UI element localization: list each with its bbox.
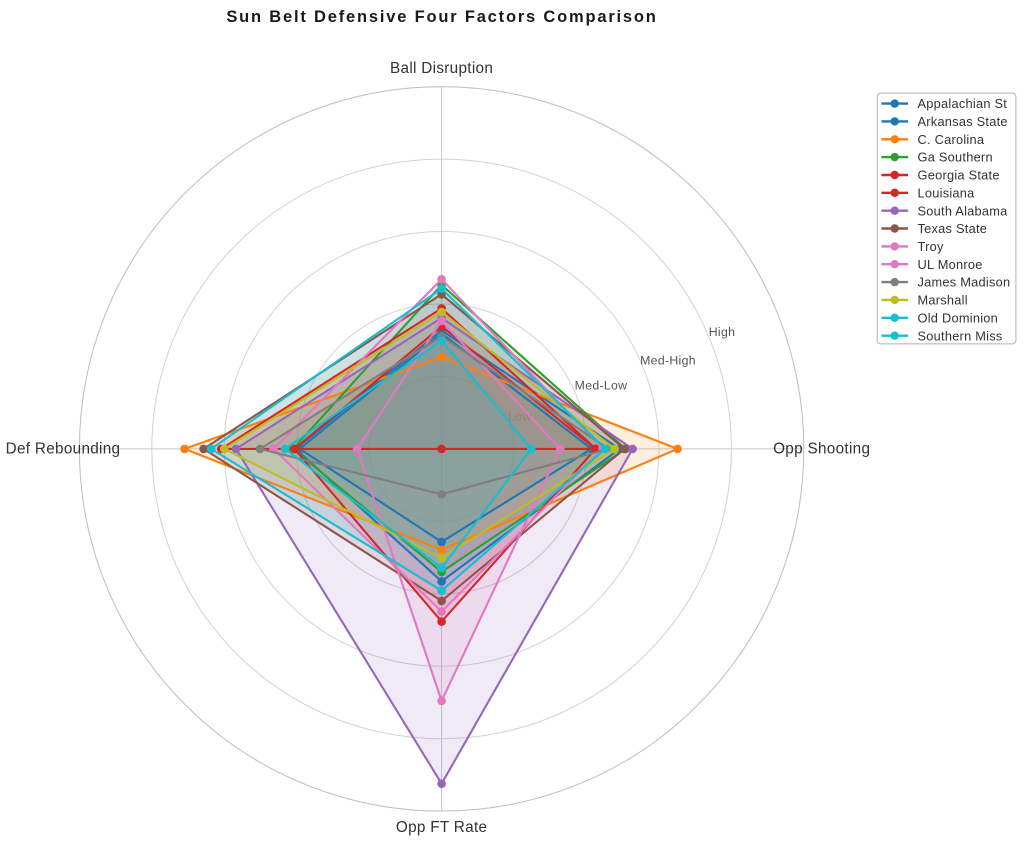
svg-text:Arkansas State: Arkansas State	[918, 114, 1008, 129]
svg-text:Troy: Troy	[918, 239, 944, 254]
svg-text:Def Rebounding: Def Rebounding	[6, 441, 121, 458]
svg-text:Old Dominion: Old Dominion	[918, 310, 999, 325]
svg-text:Ga Southern: Ga Southern	[918, 150, 993, 165]
svg-text:Sun Belt Defensive Four Factor: Sun Belt Defensive Four Factors Comparis…	[226, 8, 657, 26]
svg-text:Low: Low	[508, 410, 531, 424]
svg-text:Texas State: Texas State	[918, 221, 988, 236]
svg-text:James Madison: James Madison	[918, 275, 1011, 290]
svg-text:C. Carolina: C. Carolina	[918, 132, 985, 147]
svg-text:Opp Shooting: Opp Shooting	[773, 441, 870, 458]
svg-text:Ball Disruption: Ball Disruption	[390, 60, 493, 77]
svg-text:Med-High: Med-High	[640, 354, 696, 368]
svg-text:Georgia State: Georgia State	[918, 168, 1000, 183]
svg-text:Louisiana: Louisiana	[918, 185, 976, 200]
svg-text:Southern Miss: Southern Miss	[918, 328, 1003, 343]
svg-text:Opp FT Rate: Opp FT Rate	[396, 819, 487, 836]
svg-text:Med-Low: Med-Low	[575, 379, 628, 393]
svg-text:High: High	[709, 325, 736, 339]
svg-text:South Alabama: South Alabama	[918, 203, 1009, 218]
svg-text:UL Monroe: UL Monroe	[918, 257, 983, 272]
svg-text:Appalachian St: Appalachian St	[918, 96, 1008, 111]
svg-text:Marshall: Marshall	[918, 293, 968, 308]
